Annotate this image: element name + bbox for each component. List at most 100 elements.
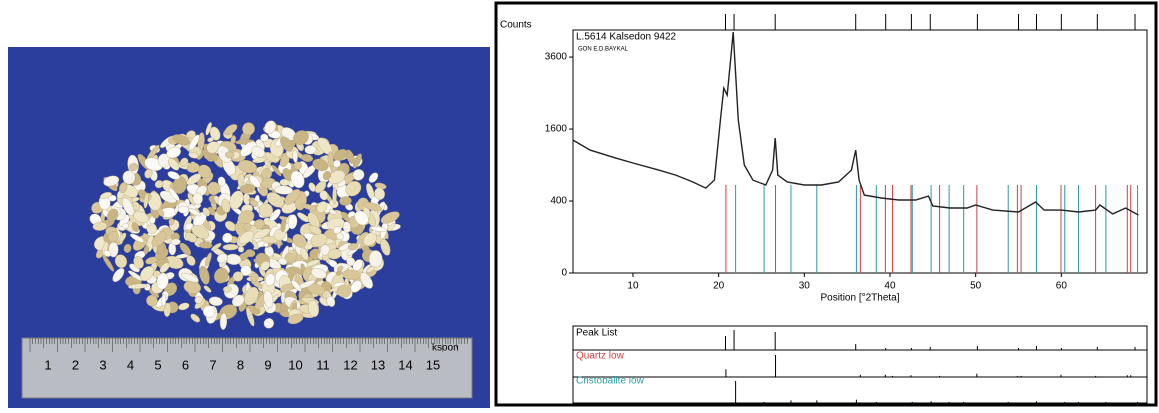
ruler-label: 7 bbox=[209, 357, 216, 372]
chip bbox=[284, 252, 297, 264]
ruler-label: 6 bbox=[182, 357, 189, 372]
chip bbox=[252, 157, 268, 163]
chip bbox=[362, 201, 383, 212]
chip bbox=[168, 218, 175, 226]
chip bbox=[180, 272, 199, 283]
chip bbox=[128, 283, 149, 289]
chip bbox=[264, 159, 272, 169]
reference-panel bbox=[572, 325, 1148, 404]
chip bbox=[185, 222, 194, 231]
chip bbox=[208, 296, 223, 306]
x-tick-label: 20 bbox=[713, 281, 725, 292]
chip bbox=[219, 313, 228, 330]
chip bbox=[225, 151, 235, 159]
chip bbox=[323, 171, 332, 181]
chip bbox=[265, 273, 276, 286]
chip bbox=[345, 181, 362, 197]
chip bbox=[292, 234, 307, 248]
chip bbox=[352, 153, 362, 169]
chip bbox=[291, 279, 302, 292]
chip bbox=[209, 126, 221, 141]
chip bbox=[118, 232, 127, 243]
ruler bbox=[21, 337, 473, 399]
chip bbox=[119, 182, 128, 194]
chip bbox=[333, 226, 342, 234]
chip bbox=[314, 181, 327, 193]
chip bbox=[122, 170, 136, 185]
chip bbox=[263, 318, 275, 329]
chip bbox=[194, 296, 203, 304]
chip bbox=[292, 149, 298, 163]
ruler-brand: ksoon bbox=[432, 343, 459, 354]
ruler-label: 9 bbox=[264, 357, 271, 372]
chip bbox=[366, 266, 375, 273]
chip bbox=[238, 230, 255, 245]
chip bbox=[222, 232, 233, 243]
chip bbox=[280, 218, 286, 233]
chip bbox=[211, 243, 222, 251]
chip bbox=[221, 198, 231, 213]
chip bbox=[121, 197, 135, 216]
chip bbox=[312, 158, 329, 171]
chip bbox=[172, 176, 187, 194]
chip bbox=[214, 267, 229, 284]
chip bbox=[368, 250, 383, 268]
chart-title: L.5614 Kalsedon 9422 bbox=[576, 32, 677, 43]
chip bbox=[186, 162, 200, 173]
ruler-label: 1 bbox=[44, 357, 51, 372]
chip bbox=[304, 145, 317, 155]
chip bbox=[92, 221, 108, 231]
chip bbox=[244, 286, 259, 306]
chip bbox=[327, 248, 342, 260]
chip bbox=[274, 185, 293, 195]
chip bbox=[332, 187, 337, 205]
ruler-label: 10 bbox=[288, 357, 302, 372]
chip bbox=[166, 146, 181, 159]
chip bbox=[145, 256, 158, 265]
chip bbox=[271, 164, 282, 177]
chip bbox=[154, 180, 164, 189]
ruler-label: 12 bbox=[343, 357, 357, 372]
ruler-label: 15 bbox=[426, 357, 440, 372]
chip bbox=[108, 231, 119, 242]
chip bbox=[258, 203, 274, 218]
chip bbox=[316, 201, 328, 214]
chip bbox=[114, 254, 128, 269]
ruler-marks: 1 2 3 4 5 6 7 8 9 10 11 12 13 14 15 bbox=[29, 338, 468, 372]
chip bbox=[128, 163, 139, 171]
chip bbox=[133, 256, 144, 269]
chip bbox=[143, 245, 149, 255]
chip bbox=[207, 181, 220, 196]
chip bbox=[339, 196, 352, 206]
chip bbox=[202, 305, 216, 318]
chip bbox=[287, 313, 304, 325]
chip bbox=[327, 151, 334, 168]
chip bbox=[217, 176, 226, 187]
chip bbox=[186, 173, 202, 186]
chip bbox=[167, 171, 180, 180]
chip bbox=[336, 284, 352, 298]
chip bbox=[266, 192, 285, 208]
chip bbox=[139, 266, 154, 282]
chip bbox=[260, 133, 269, 142]
x-tick-label: 30 bbox=[799, 281, 811, 292]
chip bbox=[250, 200, 259, 207]
chip bbox=[342, 221, 351, 233]
chip bbox=[222, 286, 232, 293]
ruler-label: 3 bbox=[99, 357, 106, 372]
ruler-label: 5 bbox=[154, 357, 161, 372]
chip bbox=[170, 238, 181, 246]
chip bbox=[244, 249, 256, 258]
chip bbox=[370, 226, 387, 232]
chip bbox=[328, 170, 346, 184]
chip bbox=[287, 214, 298, 230]
x-tick-label: 50 bbox=[970, 281, 982, 292]
chip bbox=[177, 205, 189, 214]
chip bbox=[293, 161, 302, 170]
chip bbox=[207, 137, 214, 143]
chip bbox=[161, 293, 167, 307]
chip bbox=[217, 145, 232, 163]
chip bbox=[103, 250, 112, 257]
chip bbox=[380, 239, 391, 256]
stone-chips bbox=[89, 120, 401, 330]
